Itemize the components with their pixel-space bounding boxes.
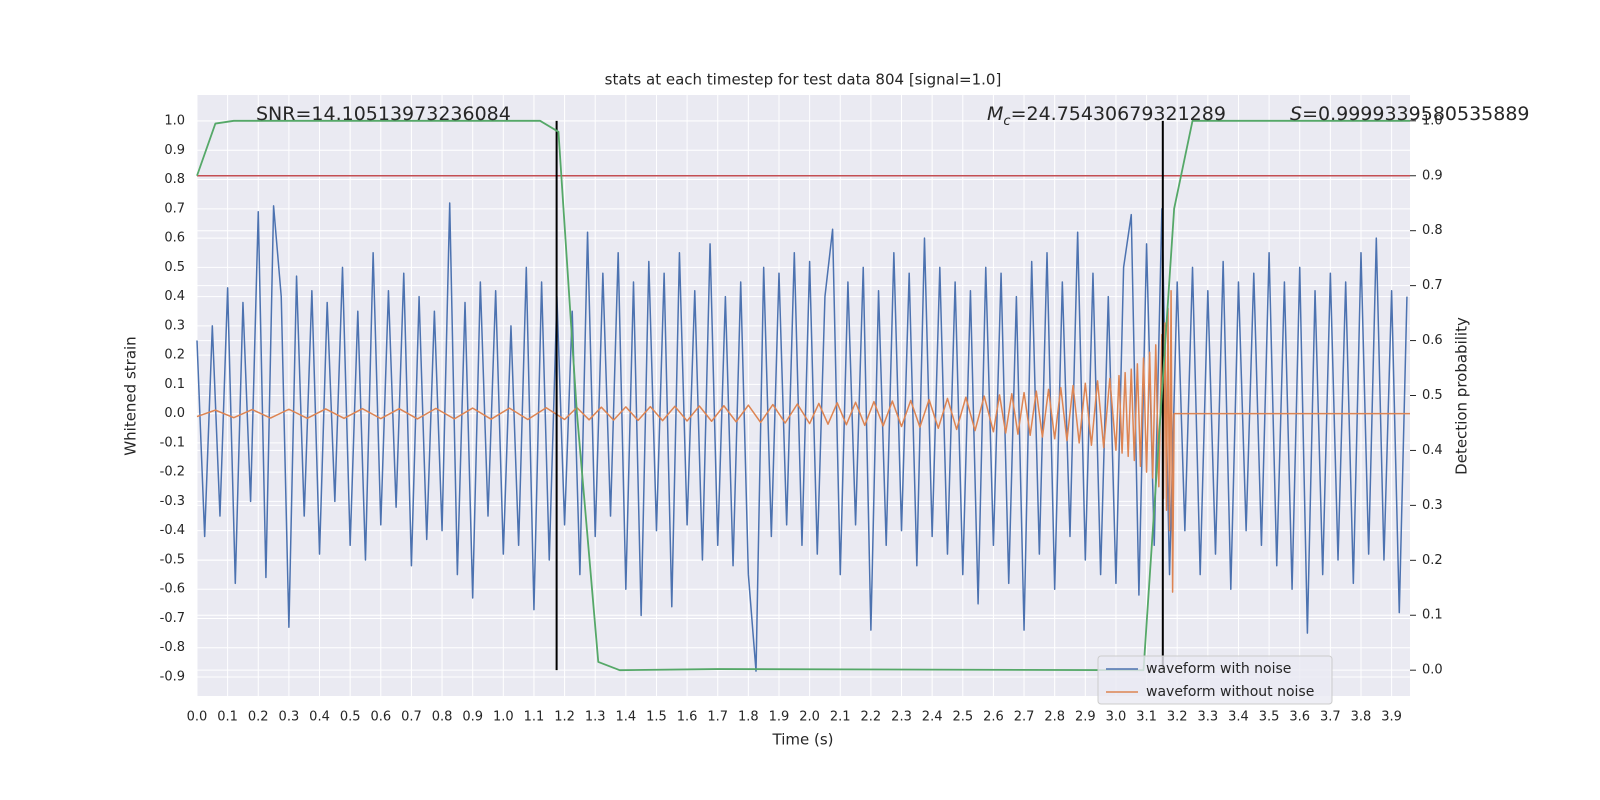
y-tick-label: 0.1 (164, 377, 185, 392)
x-tick-label: 3.9 (1381, 710, 1402, 725)
x-tick-label: 3.2 (1167, 710, 1188, 725)
y2-tick-label: 0.6 (1422, 333, 1443, 348)
marks (196, 119, 1410, 672)
x-tick-label: 3.5 (1259, 710, 1280, 725)
y-tick-label: -0.2 (160, 465, 185, 480)
y-tick-label: -0.6 (160, 582, 185, 597)
y-tick-label: 0.2 (164, 348, 185, 363)
x-tick-label: 3.0 (1106, 710, 1127, 725)
x-tick-label: 0.4 (309, 710, 330, 725)
annotation-symbol: M (987, 103, 1003, 125)
y-tick-label: 0.9 (164, 143, 185, 158)
y-tick-label: 0.3 (164, 318, 185, 333)
annotation: SNR=14.10513973236084 (256, 103, 511, 125)
y2-tick-label: 0.3 (1422, 498, 1443, 513)
x-tick-label: 0.5 (340, 710, 361, 725)
x-tick-label: 2.1 (830, 710, 851, 725)
x-axis-label: Time (s) (772, 731, 834, 749)
annotation: Mc=24.75430679321289 (987, 103, 1226, 130)
x-tick-label: 3.3 (1197, 710, 1218, 725)
x-tick-label: 2.2 (861, 710, 882, 725)
annotation-symbol: S (1290, 103, 1302, 125)
annotation-text: =24.75430679321289 (1011, 103, 1226, 125)
x-tick-label: 1.2 (554, 710, 575, 725)
probability-line (196, 119, 1410, 672)
x-tick-label: 0.8 (432, 710, 453, 725)
y2-tick-label: 0.7 (1422, 278, 1443, 293)
y2-tick-label: 0.5 (1422, 388, 1443, 403)
x-tick-label: 3.4 (1228, 710, 1249, 725)
y-tick-label: 0.0 (164, 406, 185, 421)
x-tick-label: 3.7 (1320, 710, 1341, 725)
labels: 0.0 0.1 0.2 0.3 0.4 0.5 0.6 0.7 0.8 0.9 1.0 1.1 1.2 1… (160, 103, 1530, 725)
x-tick-label: 3.6 (1289, 710, 1310, 725)
x-tick-label: 0.3 (279, 710, 300, 725)
y-tick-label: -0.4 (160, 523, 185, 538)
x-tick-label: 0.7 (401, 710, 422, 725)
series-line (196, 290, 1410, 593)
y-axis-label: Whitened strain (122, 336, 140, 455)
x-tick-label: 3.1 (1136, 710, 1157, 725)
y-tick-label: 0.5 (164, 260, 185, 275)
x-tick-label: 2.4 (922, 710, 943, 725)
annotation-subscript: c (1003, 114, 1010, 129)
y-tick-label: -0.5 (160, 552, 185, 567)
y-tick-label: 0.4 (164, 289, 185, 304)
x-tick-label: 2.6 (983, 710, 1004, 725)
x-tick-label: 0.1 (217, 710, 238, 725)
legend-box (1097, 655, 1333, 705)
y2-tick-label: 0.9 (1422, 168, 1443, 183)
y-tick-label: -0.8 (160, 640, 185, 655)
legend-label: waveform with noise (1146, 661, 1291, 677)
annotation-text: =0.9999339580535889 (1302, 103, 1529, 125)
x-tick-label: 1.9 (769, 710, 790, 725)
x-tick-label: 0.6 (370, 710, 391, 725)
y-tick-label: 1.0 (164, 114, 185, 129)
y2-tick-label: 0.2 (1422, 553, 1443, 568)
x-tick-label: 2.3 (891, 710, 912, 725)
x-tick-label: 1.4 (615, 710, 636, 725)
y-tick-label: 0.7 (164, 201, 185, 216)
x-tick-label: 2.9 (1075, 710, 1096, 725)
y-tick-label: -0.1 (160, 435, 185, 450)
x-tick-label: 2.7 (1014, 710, 1035, 725)
y-tick-label: -0.7 (160, 611, 185, 626)
series-line (196, 202, 1408, 672)
annotation-text: SNR=14.10513973236084 (256, 103, 511, 125)
x-tick-label: 1.6 (677, 710, 698, 725)
x-tick-label: 1.1 (524, 710, 545, 725)
y2-tick-label: 0.1 (1422, 608, 1443, 623)
x-tick-label: 2.0 (799, 710, 820, 725)
annotation: S=0.9999339580535889 (1290, 103, 1530, 125)
y-tick-label: 0.8 (164, 172, 185, 187)
legend: waveform with noise waveform without nois… (1097, 655, 1333, 705)
x-tick-label: 3.8 (1351, 710, 1372, 725)
x-tick-label: 1.3 (585, 710, 606, 725)
x-tick-label: 1.7 (707, 710, 728, 725)
x-tick-label: 1.0 (493, 710, 514, 725)
y2-axis-label: Detection probability (1453, 317, 1471, 475)
chart-title: stats at each timestep for test data 804… (605, 71, 1002, 89)
x-tick-label: 0.9 (462, 710, 483, 725)
y-tick-label: -0.3 (160, 494, 185, 509)
x-tick-label: 2.5 (952, 710, 973, 725)
y2-tick-label: 0.8 (1422, 223, 1443, 238)
y-tick-label: -0.9 (160, 669, 185, 684)
y-tick-label: 0.6 (164, 231, 185, 246)
y2-tick-label: 1.0 (1422, 113, 1443, 128)
x-tick-label: 1.5 (646, 710, 667, 725)
x-tick-label: 0.2 (248, 710, 269, 725)
x-tick-label: 0.0 (187, 710, 208, 725)
y2-tick-label: 0.4 (1422, 443, 1443, 458)
y2-tick-label: 0.0 (1422, 663, 1443, 678)
x-tick-label: 1.8 (738, 710, 759, 725)
legend-label: waveform without noise (1146, 684, 1314, 700)
x-tick-label: 2.8 (1044, 710, 1065, 725)
